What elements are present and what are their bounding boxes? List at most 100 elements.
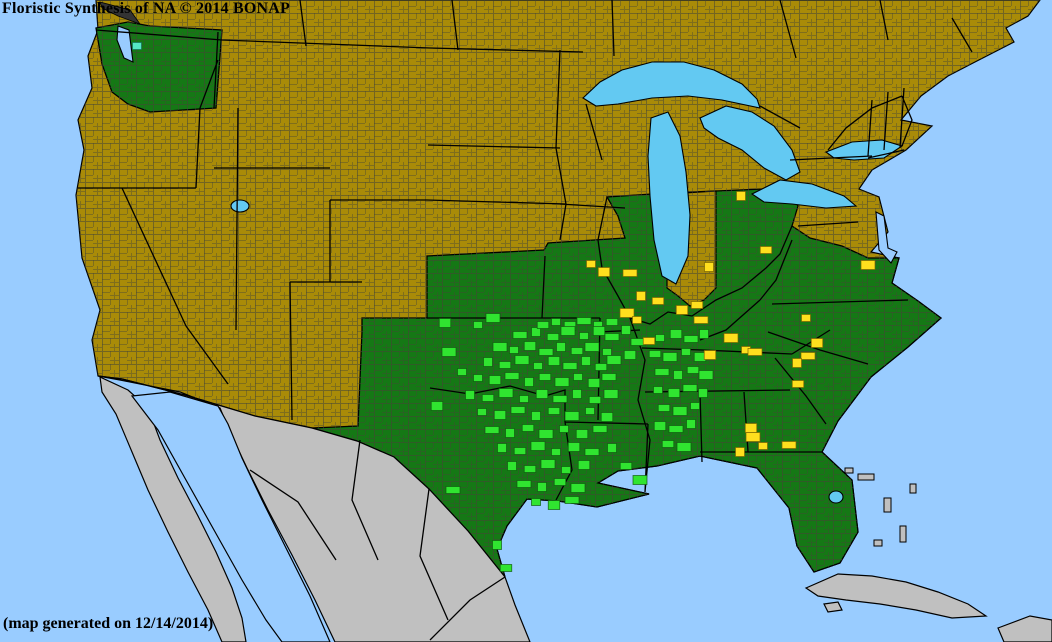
county-marker	[523, 341, 537, 351]
county-marker	[533, 362, 543, 370]
county-marker	[621, 325, 631, 335]
county-marker	[607, 443, 617, 453]
county-marker	[540, 459, 556, 469]
county-marker	[445, 486, 461, 494]
county-marker	[651, 297, 665, 305]
county-marker	[681, 348, 691, 356]
county-marker	[562, 362, 578, 370]
county-marker	[619, 308, 635, 318]
county-marker	[484, 426, 500, 434]
county-marker	[531, 327, 541, 337]
county-marker	[781, 441, 797, 449]
county-marker	[683, 335, 699, 343]
county-marker	[564, 411, 580, 421]
county-marker	[654, 368, 670, 376]
county-marker	[661, 440, 675, 448]
county-marker	[576, 317, 592, 325]
county-marker	[465, 390, 475, 400]
county-marker	[682, 384, 698, 392]
county-marker	[601, 373, 617, 381]
counties-rare-group	[586, 191, 876, 457]
county-marker	[736, 191, 746, 201]
county-marker	[581, 356, 591, 366]
county-marker	[704, 262, 714, 272]
great-salt-lake	[230, 199, 250, 213]
county-marker	[672, 406, 688, 416]
county-marker	[586, 260, 596, 268]
county-marker	[653, 386, 663, 394]
county-marker	[588, 396, 602, 404]
county-marker	[579, 332, 589, 340]
county-marker	[488, 375, 502, 385]
county-marker	[668, 425, 684, 433]
county-marker	[800, 352, 816, 360]
county-marker	[653, 421, 667, 431]
county-marker	[493, 410, 507, 420]
county-marker	[648, 350, 662, 358]
baja-peninsula	[99, 375, 247, 642]
county-marker	[538, 348, 554, 356]
county-marker	[747, 348, 763, 356]
county-marker	[584, 448, 600, 456]
county-marker	[497, 443, 507, 453]
county-marker	[473, 374, 483, 382]
county-marker	[675, 305, 689, 315]
county-marker	[791, 380, 805, 388]
county-marker	[585, 407, 595, 415]
county-marker	[481, 394, 495, 402]
county-marker	[531, 498, 541, 506]
county-marker	[669, 329, 683, 339]
county-marker	[690, 301, 704, 309]
county-marker	[723, 333, 739, 343]
county-marker	[686, 419, 696, 429]
county-marker	[605, 318, 619, 326]
county-marker	[673, 370, 683, 380]
county-marker	[801, 314, 811, 322]
county-marker	[524, 377, 534, 387]
county-marker	[546, 333, 560, 341]
county-marker	[521, 424, 535, 432]
county-marker	[735, 447, 745, 457]
county-marker	[623, 350, 637, 360]
lake-erie	[750, 179, 858, 209]
county-marker	[592, 326, 606, 336]
county-marker	[703, 350, 717, 360]
county-marker	[632, 316, 642, 324]
county-marker	[698, 370, 714, 380]
county-marker	[551, 318, 561, 326]
isle-of-youth	[823, 601, 843, 613]
county-marker	[438, 318, 452, 328]
county-marker	[516, 480, 532, 488]
county-marker	[693, 316, 709, 324]
county-marker	[441, 347, 457, 357]
county-marker	[860, 260, 876, 270]
county-marker	[509, 346, 519, 354]
gulf-of-california	[130, 391, 331, 642]
county-marker	[604, 333, 620, 341]
county-marker	[538, 373, 552, 381]
county-marker	[492, 540, 502, 550]
county-marker	[622, 269, 638, 277]
county-marker	[559, 425, 569, 433]
lake-superior	[582, 61, 761, 109]
county-marker	[132, 42, 142, 50]
lake-huron	[699, 105, 801, 181]
county-marker	[636, 291, 646, 301]
puget-sound	[116, 25, 134, 63]
county-marker	[690, 402, 700, 410]
county-marker	[744, 423, 758, 433]
cuba	[804, 573, 988, 619]
county-marker	[603, 389, 619, 399]
county-marker	[606, 355, 622, 365]
county-marker	[698, 388, 708, 398]
county-marker	[561, 466, 571, 474]
county-marker	[560, 326, 576, 336]
county-marker	[499, 564, 513, 572]
county-marker	[547, 407, 561, 415]
county-marker	[530, 441, 546, 451]
county-marker	[597, 267, 611, 277]
county-marker	[570, 483, 586, 493]
county-marker	[514, 355, 530, 365]
